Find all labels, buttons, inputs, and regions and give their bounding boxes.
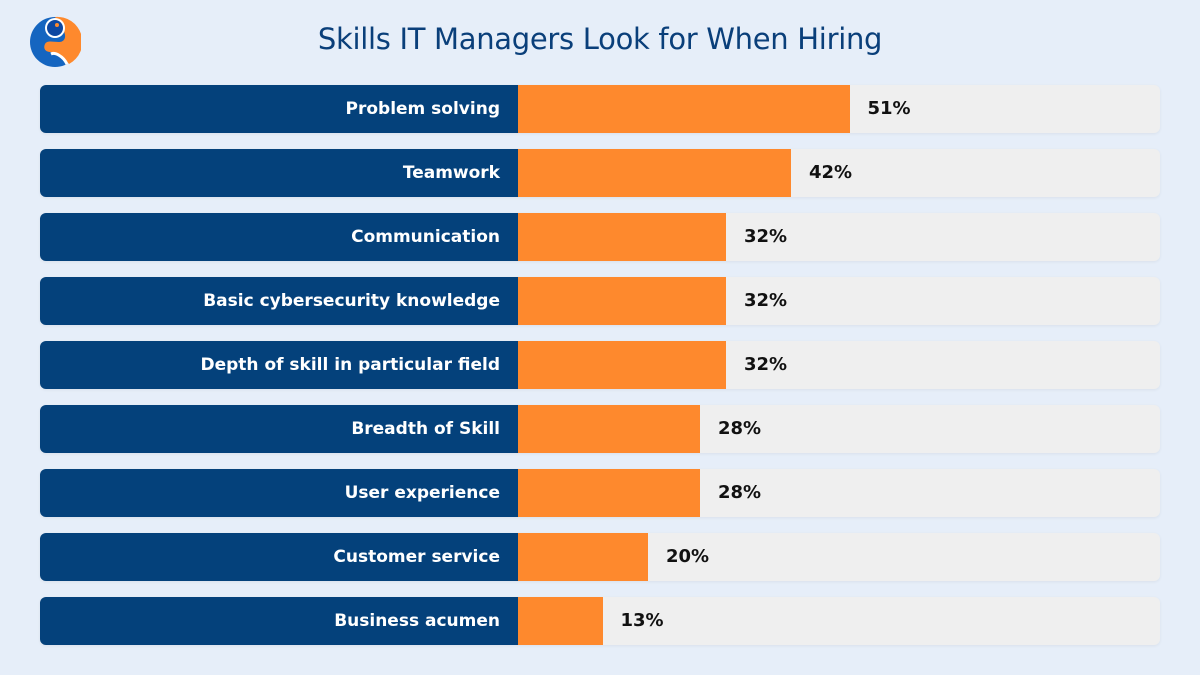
value-label: 20% bbox=[666, 546, 710, 567]
bar-label: Teamwork bbox=[40, 149, 518, 197]
bar-row: Teamwork 42% bbox=[40, 149, 1160, 197]
bar-label: Depth of skill in particular field bbox=[40, 341, 518, 389]
bar-row: Breadth of Skill 28% bbox=[40, 405, 1160, 453]
value-label: 42% bbox=[809, 162, 853, 183]
value-bar bbox=[518, 85, 850, 133]
value-bar bbox=[518, 341, 726, 389]
value-label: 28% bbox=[718, 418, 762, 439]
chart-title: Skills IT Managers Look for When Hiring bbox=[317, 22, 883, 56]
bar-label: Customer service bbox=[40, 533, 518, 581]
value-label: 13% bbox=[620, 610, 664, 631]
bar-label: Basic cybersecurity knowledge bbox=[40, 277, 518, 325]
bar-row: Depth of skill in particular field 32% bbox=[40, 341, 1160, 389]
value-bar bbox=[518, 213, 726, 261]
bar-row: Communication 32% bbox=[40, 213, 1160, 261]
bar-row: Business acumen 13% bbox=[40, 597, 1160, 645]
value-label: 32% bbox=[744, 354, 788, 375]
value-label: 28% bbox=[718, 482, 762, 503]
brand-logo-icon bbox=[29, 16, 83, 68]
bar-row: User experience 28% bbox=[40, 469, 1160, 517]
value-bar bbox=[518, 277, 726, 325]
value-bar bbox=[518, 149, 791, 197]
value-bar bbox=[518, 533, 648, 581]
bar-label: Breadth of Skill bbox=[40, 405, 518, 453]
bar-chart: Problem solving 51% Teamwork 42% Communicati… bbox=[40, 85, 1160, 661]
bar-row: Basic cybersecurity knowledge 32% bbox=[40, 277, 1160, 325]
bar-label: Business acumen bbox=[40, 597, 518, 645]
value-label: 51% bbox=[867, 98, 911, 119]
value-label: 32% bbox=[744, 226, 788, 247]
bar-label: Problem solving bbox=[40, 85, 518, 133]
bar-label: User experience bbox=[40, 469, 518, 517]
value-bar bbox=[518, 597, 603, 645]
value-bar bbox=[518, 405, 700, 453]
value-bar bbox=[518, 469, 700, 517]
bar-row: Problem solving 51% bbox=[40, 85, 1160, 133]
bar-row: Customer service 20% bbox=[40, 533, 1160, 581]
value-label: 32% bbox=[744, 290, 788, 311]
bar-label: Communication bbox=[40, 213, 518, 261]
